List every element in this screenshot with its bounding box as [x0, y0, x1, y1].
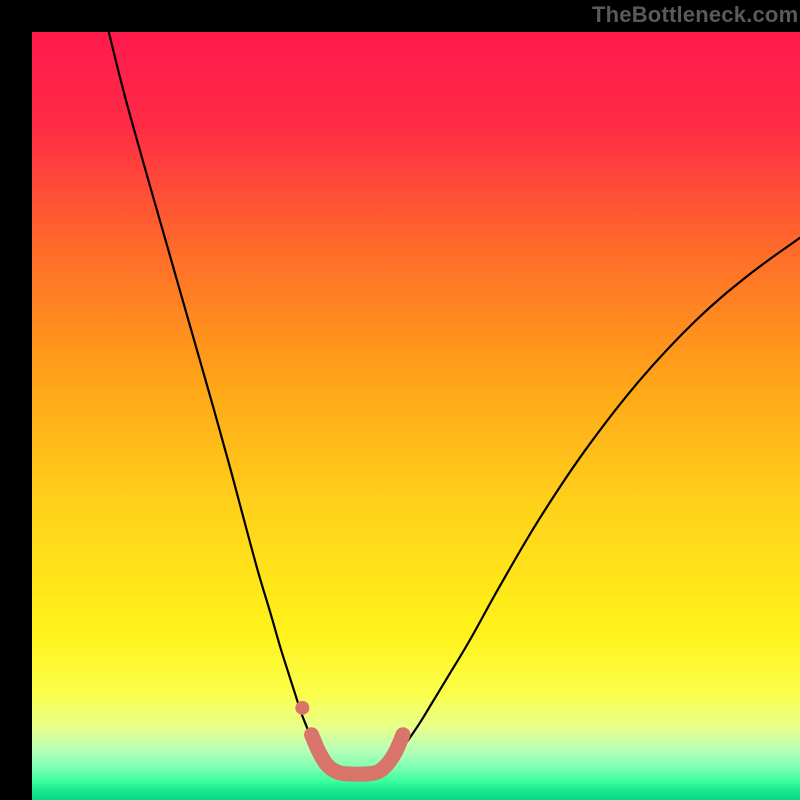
chart-svg [0, 0, 800, 800]
gradient-background [32, 32, 800, 800]
overlay-left-dot [295, 701, 309, 715]
watermark-text: TheBottleneck.com [592, 2, 798, 28]
